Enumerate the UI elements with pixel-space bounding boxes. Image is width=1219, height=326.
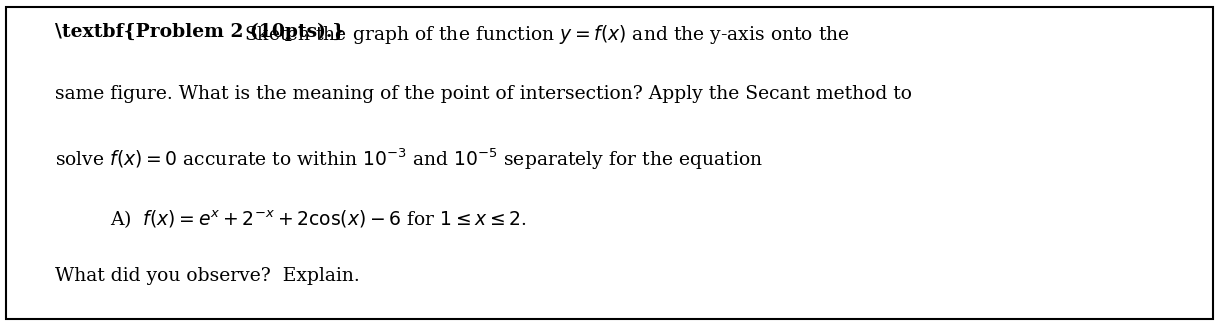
Text: same figure. What is the meaning of the point of intersection? Apply the Secant : same figure. What is the meaning of the … [55, 85, 912, 103]
Text: A)  $f(x) = e^{x} + 2^{-x} + 2\cos(x) - 6$ for $1 \leq x \leq 2$.: A) $f(x) = e^{x} + 2^{-x} + 2\cos(x) - 6… [110, 209, 527, 231]
Text: Sketch the graph of the function $y = f(x)$ and the y-axis onto the: Sketch the graph of the function $y = f(… [244, 23, 850, 46]
Text: What did you observe?  Explain.: What did you observe? Explain. [55, 267, 360, 285]
Text: \textbf{Problem 2 (10pts).}: \textbf{Problem 2 (10pts).} [55, 23, 344, 41]
Text: solve $f(x) = 0$ accurate to within $10^{-3}$ and $10^{-5}$ separately for the e: solve $f(x) = 0$ accurate to within $10^… [55, 147, 763, 172]
